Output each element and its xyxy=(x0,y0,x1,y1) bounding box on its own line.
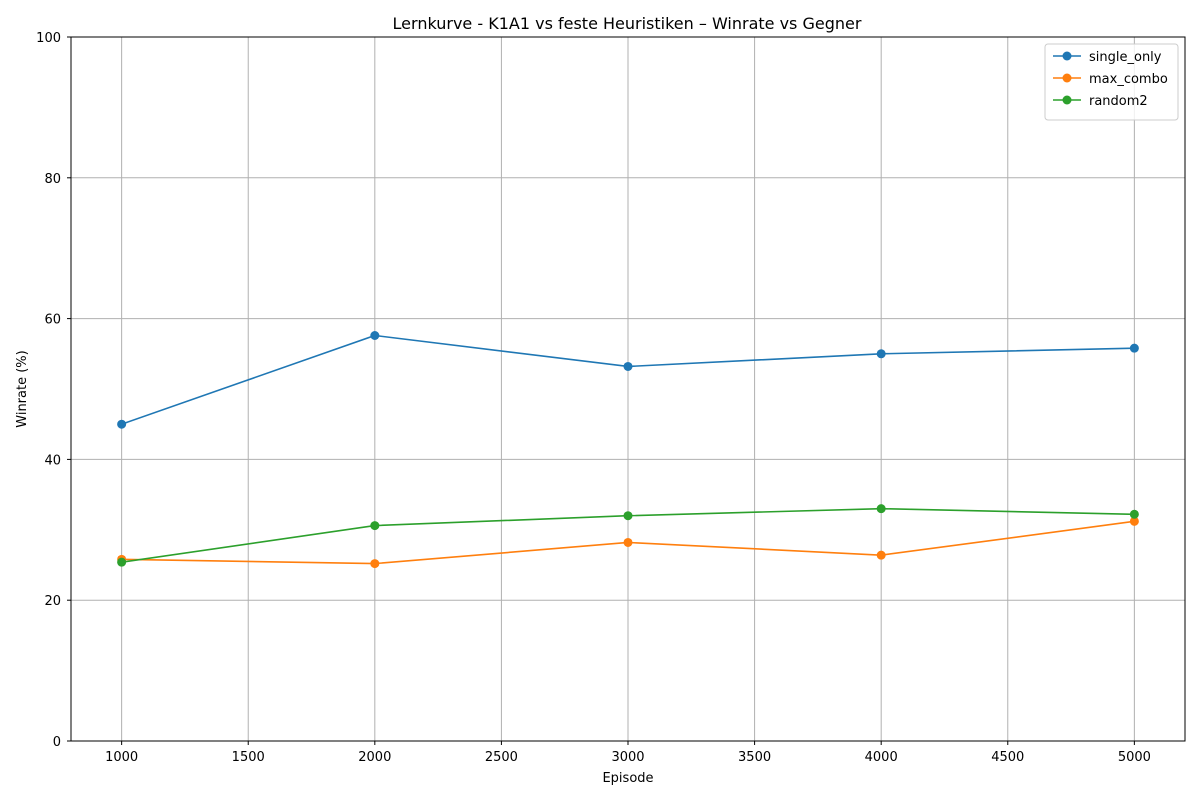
legend: single_only max_combo random2 xyxy=(1044,43,1179,121)
series-single_only xyxy=(117,330,1139,429)
data-point xyxy=(1129,509,1139,519)
x-axis-label: Episode xyxy=(602,771,653,786)
x-tick-label: 4000 xyxy=(865,750,898,765)
data-point xyxy=(1129,516,1139,526)
chart-title: Lernkurve - K1A1 vs feste Heuristiken – … xyxy=(393,14,862,33)
x-tick-label: 2000 xyxy=(358,750,391,765)
y-tick-label: 20 xyxy=(44,594,61,609)
data-point xyxy=(370,559,380,569)
series-layer xyxy=(117,330,1139,569)
data-point xyxy=(876,550,886,560)
y-tick-label: 0 xyxy=(53,735,61,750)
data-point xyxy=(370,330,380,340)
y-tick-label: 60 xyxy=(44,313,61,328)
y-axis: 0 20 40 60 80 100 xyxy=(36,31,71,750)
series-random2 xyxy=(117,504,1139,567)
data-point xyxy=(623,537,633,547)
x-tick-label: 1000 xyxy=(105,750,138,765)
legend-box xyxy=(1044,43,1179,121)
legend-item: random2 xyxy=(1053,94,1148,109)
x-tick-label: 5000 xyxy=(1118,750,1151,765)
y-axis-label: Winrate (%) xyxy=(15,350,30,427)
legend-label: max_combo xyxy=(1089,72,1168,87)
x-axis: 1000 1500 2000 2500 3000 3500 4000 4500 5000 xyxy=(105,741,1151,765)
y-tick-label: 100 xyxy=(36,31,61,46)
data-point xyxy=(623,511,633,521)
x-tick-label: 3000 xyxy=(611,750,644,765)
x-tick-label: 3500 xyxy=(738,750,771,765)
data-point xyxy=(117,419,127,429)
data-point xyxy=(876,349,886,359)
x-tick-label: 1500 xyxy=(232,750,265,765)
legend-item: single_only xyxy=(1053,50,1162,65)
data-point xyxy=(623,361,633,371)
data-point xyxy=(370,521,380,531)
y-tick-label: 80 xyxy=(44,172,61,187)
series-max_combo xyxy=(117,516,1139,569)
data-point xyxy=(117,557,127,567)
legend-swatch-marker xyxy=(1062,51,1072,61)
x-tick-label: 2500 xyxy=(485,750,518,765)
legend-label: random2 xyxy=(1089,94,1148,109)
data-point xyxy=(876,504,886,514)
x-tick-label: 4500 xyxy=(991,750,1024,765)
grid xyxy=(71,36,1185,742)
legend-swatch-marker xyxy=(1062,73,1072,83)
data-point xyxy=(1129,343,1139,353)
legend-swatch-marker xyxy=(1062,95,1072,105)
y-tick-label: 40 xyxy=(44,453,61,468)
legend-item: max_combo xyxy=(1053,72,1168,87)
legend-label: single_only xyxy=(1089,50,1162,65)
